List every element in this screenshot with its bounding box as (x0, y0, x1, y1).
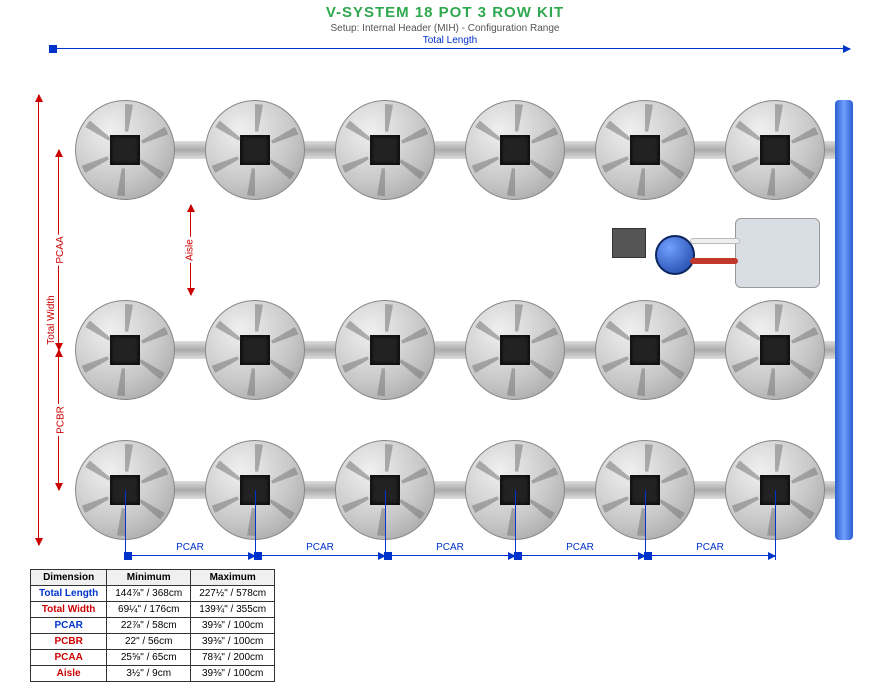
ext-line (255, 490, 256, 560)
td-max: 139¾" / 355cm (191, 602, 275, 618)
ext-line (125, 490, 126, 560)
td-max: 227½" / 578cm (191, 586, 275, 602)
ext-line (515, 490, 516, 560)
td-min: 3½" / 9cm (107, 666, 191, 682)
dim-pcar-1-label: PCAR (174, 542, 206, 553)
pot-r2-c3 (335, 300, 435, 400)
td-min: 69¼" / 176cm (107, 602, 191, 618)
pot-r2-c6 (725, 300, 825, 400)
header: V-SYSTEM 18 POT 3 ROW KIT Setup: Interna… (0, 0, 890, 34)
dim-pcar-4: PCAR (515, 555, 645, 556)
dim-pcaa: PCAA (58, 150, 59, 350)
td-name: PCBR (31, 634, 107, 650)
ext-line (645, 490, 646, 560)
td-name: Total Length (31, 586, 107, 602)
pot-r1-c4 (465, 100, 565, 200)
dim-aisle: Aisle (190, 205, 191, 295)
header-pipe (835, 100, 853, 540)
pot-r1-c5 (595, 100, 695, 200)
dim-pcar-5-label: PCAR (694, 542, 726, 553)
reservoir-box (735, 218, 820, 288)
table-row: Total Width 69¼" / 176cm 139¾" / 355cm (31, 602, 275, 618)
table-row: PCAA 25⅝" / 65cm 78¾" / 200cm (31, 650, 275, 666)
dim-pcar-2-label: PCAR (304, 542, 336, 553)
td-name: PCAA (31, 650, 107, 666)
page-title: V-SYSTEM 18 POT 3 ROW KIT (0, 4, 890, 21)
td-max: 39⅜" / 100cm (191, 618, 275, 634)
td-name: Aisle (31, 666, 107, 682)
ext-line (385, 490, 386, 560)
controller-box (612, 228, 646, 258)
td-name: PCAR (31, 618, 107, 634)
dim-pcar-1: PCAR (125, 555, 255, 556)
table-header-row: Dimension Minimum Maximum (31, 570, 275, 586)
dim-pcaa-label: PCAA (55, 234, 66, 265)
dim-total-length: Total Length (50, 48, 850, 49)
table-body: Total Length 144⅞" / 368cm 227½" / 578cm… (31, 586, 275, 682)
dimensions-table: Dimension Minimum Maximum Total Length 1… (30, 569, 275, 682)
dim-aisle-label: Aisle (184, 237, 195, 263)
dim-pcar-3-label: PCAR (434, 542, 466, 553)
pot-r1-c2 (205, 100, 305, 200)
dim-total-width-label: Total Width (46, 293, 57, 346)
page-subtitle: Setup: Internal Header (MIH) - Configura… (0, 23, 890, 34)
th-dimension: Dimension (31, 570, 107, 586)
td-min: 22⅞" / 58cm (107, 618, 191, 634)
td-min: 25⅝" / 65cm (107, 650, 191, 666)
pot-r2-c5 (595, 300, 695, 400)
td-max: 39⅜" / 100cm (191, 634, 275, 650)
pot-r2-c4 (465, 300, 565, 400)
table-row: PCBR 22" / 56cm 39⅜" / 100cm (31, 634, 275, 650)
dim-pcbr: PCBR (58, 350, 59, 490)
dim-pcar-2: PCAR (255, 555, 385, 556)
pump-icon (655, 235, 695, 275)
td-name: Total Width (31, 602, 107, 618)
dim-total-width: Total Width (38, 95, 39, 545)
td-max: 39⅜" / 100cm (191, 666, 275, 682)
pot-r1-c1 (75, 100, 175, 200)
dim-pcbr-label: PCBR (55, 404, 66, 436)
pot-r1-c6 (725, 100, 825, 200)
table-row: Total Length 144⅞" / 368cm 227½" / 578cm (31, 586, 275, 602)
dim-pcar-4-label: PCAR (564, 542, 596, 553)
pot-r2-c1 (75, 300, 175, 400)
diagram: Total Length Total Width PCAA PCBR Aisle (30, 40, 860, 560)
dim-total-length-label: Total Length (421, 35, 480, 46)
dim-pcar-5: PCAR (645, 555, 775, 556)
pot-r1-c3 (335, 100, 435, 200)
table-row: Aisle 3½" / 9cm 39⅜" / 100cm (31, 666, 275, 682)
td-min: 22" / 56cm (107, 634, 191, 650)
ext-line (775, 490, 776, 560)
dim-pcar-3: PCAR (385, 555, 515, 556)
th-minimum: Minimum (107, 570, 191, 586)
table-row: PCAR 22⅞" / 58cm 39⅜" / 100cm (31, 618, 275, 634)
hose-white (690, 238, 740, 244)
td-max: 78¾" / 200cm (191, 650, 275, 666)
hose-red (690, 258, 738, 264)
th-maximum: Maximum (191, 570, 275, 586)
pot-r2-c2 (205, 300, 305, 400)
td-min: 144⅞" / 368cm (107, 586, 191, 602)
